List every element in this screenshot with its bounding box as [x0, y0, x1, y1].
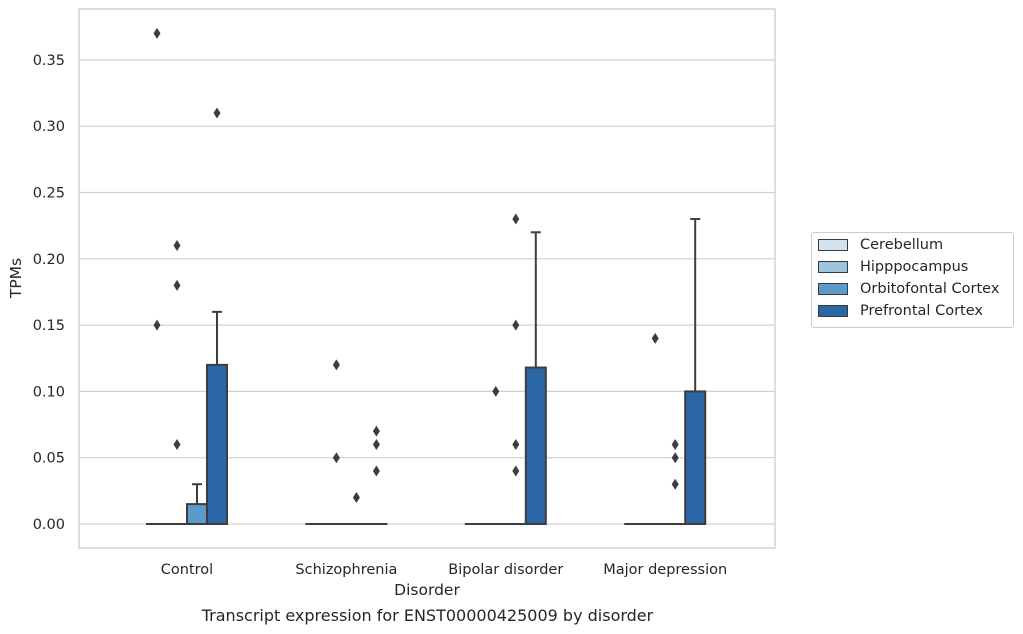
outlier-point: [332, 452, 340, 464]
y-tick-label: 0.20: [33, 252, 65, 268]
x-tick-label: Schizophrenia: [295, 562, 397, 578]
outlier-point: [651, 332, 659, 344]
gridlines: [79, 59, 775, 525]
x-axis-label: Disorder: [394, 581, 460, 599]
box-prefrontal-cortex: [206, 363, 228, 525]
x-tick-label: Control: [161, 562, 213, 578]
plot-frame: [78, 8, 776, 549]
x-tick-label: Bipolar disorder: [448, 562, 563, 578]
legend-label: Hipppocampus: [860, 259, 969, 275]
outlier-point: [352, 491, 360, 503]
outlier-point: [173, 279, 181, 291]
y-tick-label: 0.35: [33, 53, 65, 69]
legend-item-orbitofrontal-cortex: Orbitofontal Cortex: [818, 280, 999, 298]
legend-swatch: [818, 283, 848, 295]
outlier-point: [512, 319, 520, 331]
legend-swatch: [818, 239, 848, 251]
legend-label: Cerebellum: [860, 237, 944, 253]
outlier-point: [332, 359, 340, 371]
legend-item-hippocampus: Hipppocampus: [818, 258, 968, 276]
outlier-point: [372, 425, 380, 437]
y-tick-label: 0.05: [33, 451, 65, 467]
legend-label: Prefrontal Cortex: [860, 303, 983, 319]
outlier-point: [512, 213, 520, 225]
y-tick-label: 0.25: [33, 186, 65, 202]
outlier-point: [492, 385, 500, 397]
legend: Cerebellum Hipppocampus Orbitofontal Cor…: [811, 232, 1014, 328]
outlier-point: [671, 478, 679, 490]
outlier-point: [173, 240, 181, 252]
legend-swatch: [818, 305, 848, 317]
outlier-point: [372, 438, 380, 450]
y-tick-label: 0.30: [33, 119, 65, 135]
y-axis-label: TPMs: [7, 258, 25, 299]
boxes: [146, 218, 707, 526]
y-tick-labels: 0.00 0.05 0.10 0.15 0.20 0.25 0.30 0.35: [33, 53, 65, 533]
chart-caption: Transcript expression for ENST0000042500…: [201, 606, 654, 625]
outlier-point: [173, 438, 181, 450]
outlier-point: [671, 452, 679, 464]
outlier-point: [512, 465, 520, 477]
outlier-point: [153, 27, 161, 39]
outlier-point: [671, 438, 679, 450]
legend-item-prefrontal-cortex: Prefrontal Cortex: [818, 302, 983, 320]
outliers: [153, 27, 679, 503]
y-tick-label: 0.00: [33, 517, 65, 533]
x-tick-labels: Control Schizophrenia Bipolar disorder Majo…: [161, 562, 727, 578]
legend-item-cerebellum: Cerebellum: [818, 236, 943, 254]
outlier-point: [512, 438, 520, 450]
outlier-point: [213, 107, 221, 119]
legend-label: Orbitofontal Cortex: [860, 281, 1000, 297]
legend-swatch: [818, 261, 848, 273]
x-tick-label: Major depression: [603, 562, 727, 578]
box-prefrontal-cortex: [524, 366, 547, 526]
box-prefrontal-cortex: [684, 390, 707, 525]
y-tick-label: 0.10: [33, 384, 65, 400]
y-tick-label: 0.15: [33, 318, 65, 334]
box-orbitofontal-cortex: [186, 503, 208, 525]
outlier-point: [153, 319, 161, 331]
outlier-point: [372, 465, 380, 477]
